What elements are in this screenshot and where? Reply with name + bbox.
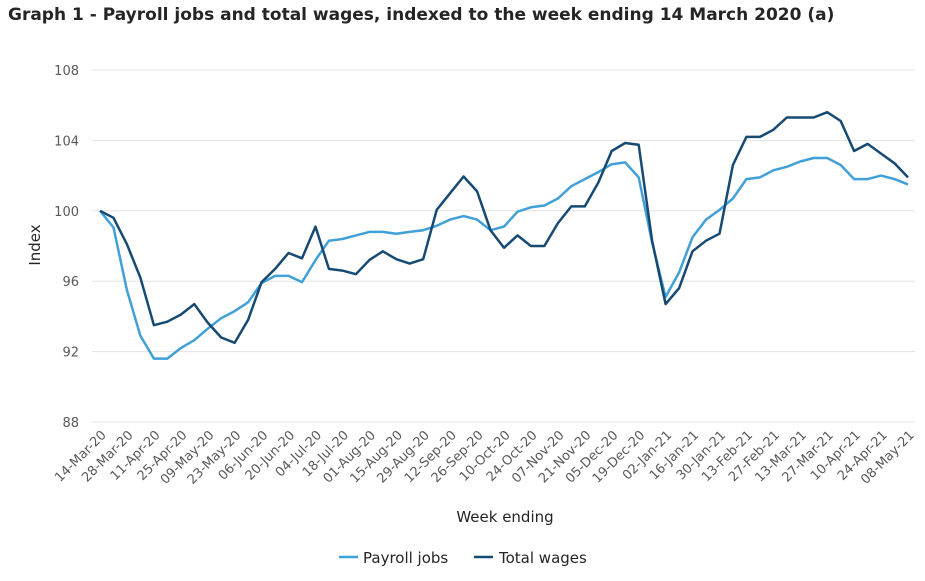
legend-label-payroll-jobs: Payroll jobs — [363, 549, 448, 567]
y-tick-label: 92 — [62, 346, 79, 361]
y-tick-label: 100 — [54, 205, 79, 220]
legend-label-total-wages: Total wages — [498, 549, 587, 567]
legend: Payroll jobs Total wages — [339, 549, 587, 567]
x-axis-label: Week ending — [456, 508, 553, 526]
y-tick-label: 96 — [62, 275, 79, 290]
series-line-payroll-jobs — [99, 156, 909, 360]
y-tick-label: 88 — [62, 416, 79, 431]
chart-title: Graph 1 - Payroll jobs and total wages, … — [8, 5, 835, 25]
y-axis-label: Index — [26, 224, 44, 265]
y-tick-label: 108 — [54, 64, 79, 79]
y-tick-label: 104 — [54, 134, 79, 149]
series-line-total-wages — [99, 110, 909, 345]
